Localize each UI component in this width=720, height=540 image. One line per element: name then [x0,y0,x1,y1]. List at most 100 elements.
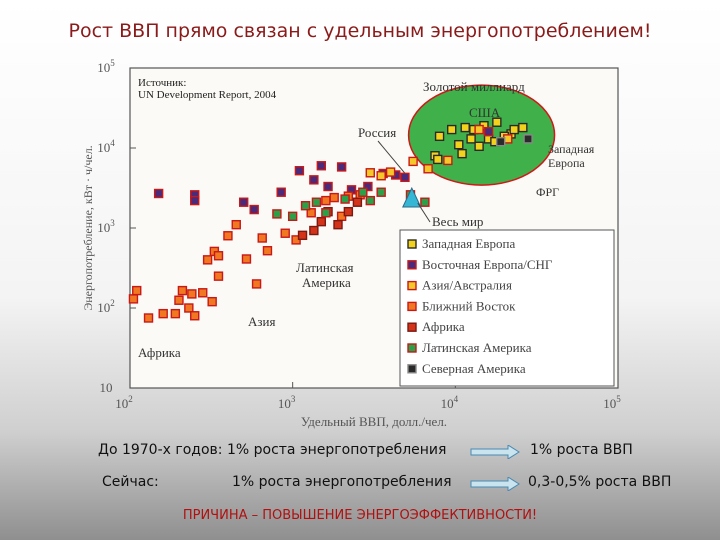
legend-label: Латинская Америка [422,340,532,355]
data-point [336,162,347,172]
conclusion-text: ПРИЧИНА – ПОВЫШЕНИЕ ЭНЕРГОЭФФЕКТИВНОСТИ! [182,508,538,523]
data-point [158,308,168,319]
data-point [400,172,410,183]
data-point [385,167,396,177]
data-point [170,308,181,319]
arrow-icon [470,477,520,491]
source-label: Источник: [138,77,186,89]
legend-swatch [407,260,417,270]
data-point [251,279,262,289]
legend-label: Восточная Европа/СНГ [422,257,553,272]
y-tick-label: 104 [97,138,115,155]
data-point [316,161,327,171]
data-point [294,166,305,176]
data-point [280,228,290,238]
russia-label: Россия [358,125,396,140]
x-tick-label: 103 [278,394,296,411]
russia-pointer [377,140,406,174]
data-point [231,219,241,230]
data-point [352,197,363,207]
data-point [316,216,327,227]
data-point [365,168,375,178]
data-point [329,192,339,203]
data-point [483,126,494,137]
data-point [454,139,464,150]
legend-label: Африка [422,319,465,334]
x-tick-label: 105 [603,394,621,411]
data-points-layer [128,117,533,323]
data-point [457,148,467,159]
data-point [492,117,502,127]
data-point [365,195,375,206]
data-point [523,134,533,144]
data-point [423,164,433,174]
data-point [343,206,354,217]
data-point [474,141,484,152]
data-point [132,285,142,296]
data-point [207,296,217,307]
data-point [321,195,331,206]
data-point [262,246,273,256]
data-point [306,208,316,218]
data-point [198,288,208,298]
data-point [187,289,197,299]
arrow-icon [470,445,520,459]
world-average-marker [402,186,422,208]
data-point [287,211,298,222]
data-point [443,155,453,166]
now-label: Сейчас: [102,474,159,490]
source-report: UN Development Report, 2004 [138,89,277,101]
data-point [311,197,322,207]
y-tick-label: 105 [97,58,115,75]
data-point [495,136,506,147]
data-point [190,311,200,321]
west-europe-label: Европа [548,156,585,170]
data-point [323,181,333,192]
data-point [340,194,350,204]
y-axis-label: Энергопотребление, кВт · ч/чел. [81,145,95,310]
legend: Западная Европа Восточная Европа/СНГ Азия/… [399,229,615,387]
data-point [447,124,457,135]
data-point [408,156,418,167]
legend-swatch [407,301,417,312]
y-tick-label: 103 [97,218,115,235]
before-1970-text: До 1970-х годов: 1% роста энергопотребле… [98,442,447,458]
data-point [474,124,484,135]
frg-label: ФРГ [536,185,559,199]
legend-label: Западная Европа [422,236,515,251]
data-point [376,171,386,181]
data-point [143,313,154,323]
data-point [272,209,282,219]
data-point [276,187,286,197]
now-result: 0,3-0,5% роста ВВП [528,474,672,490]
legend-swatch [407,364,417,374]
x-tick-label: 102 [115,394,133,411]
data-point [460,122,470,133]
data-point [257,233,267,243]
x-axis-label: Удельный ВВП, долл./чел. [301,414,447,429]
latin-america-label: Америка [302,275,351,290]
data-point [321,208,331,218]
legend-swatch [407,343,417,353]
data-point [153,188,164,199]
legend-label: Азия/Австралия [422,278,512,293]
chart-area: 102 103 104 105 10 102 103 104 105 Удельный ВВП, … [78,58,628,437]
latin-america-label: Латинская [296,260,354,275]
usa-label: США [469,105,501,120]
world-pointer [417,202,431,223]
y-tick-label: 10 [100,380,113,395]
data-point [309,175,319,185]
data-point [174,295,184,305]
data-point [509,124,519,135]
world-label: Весь мир [432,214,483,229]
data-point [420,197,430,207]
data-point [376,187,386,197]
data-point [466,134,476,144]
data-point [434,131,445,142]
data-point [358,187,368,197]
data-point [309,225,319,236]
data-point [213,271,224,281]
data-point [238,197,249,207]
legend-swatch [407,322,417,332]
data-point [433,154,443,165]
